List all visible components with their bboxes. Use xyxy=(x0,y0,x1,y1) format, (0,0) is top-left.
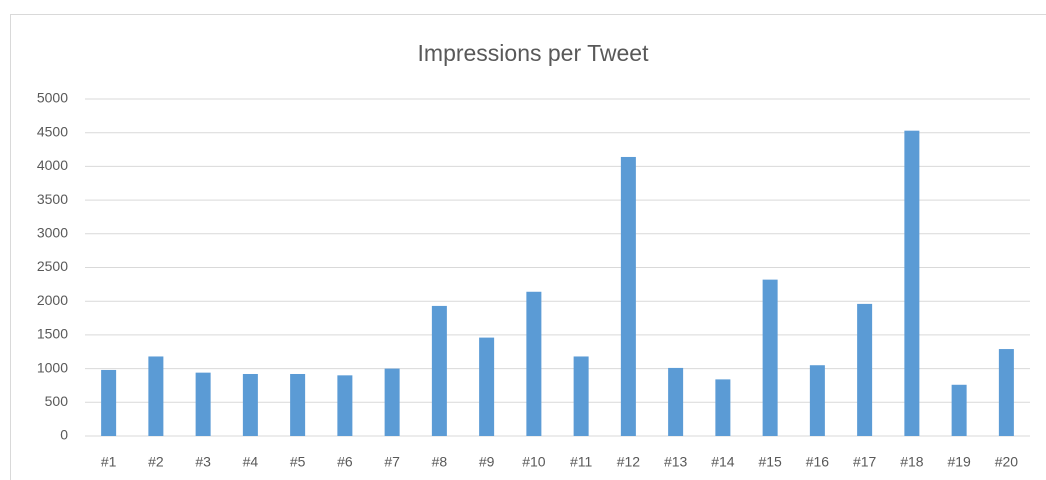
x-tick-label: #1 xyxy=(101,454,117,470)
bar xyxy=(384,368,400,436)
y-tick-label: 1500 xyxy=(37,326,68,342)
y-tick-label: 0 xyxy=(60,427,68,443)
bar xyxy=(101,369,117,436)
bar xyxy=(431,305,447,436)
y-tick-label: 1000 xyxy=(37,359,68,375)
bar xyxy=(242,373,258,436)
bar xyxy=(715,379,731,436)
y-tick-label: 4000 xyxy=(37,157,68,173)
x-tick-label: #5 xyxy=(290,454,306,470)
x-tick-label: #17 xyxy=(853,454,877,470)
bar xyxy=(573,356,589,436)
x-tick-label: #10 xyxy=(522,454,546,470)
x-tick-label: #7 xyxy=(384,454,400,470)
x-tick-label: #20 xyxy=(995,454,1019,470)
bar xyxy=(526,291,542,436)
bar xyxy=(904,130,920,437)
x-tick-label: #19 xyxy=(947,454,971,470)
bar xyxy=(857,303,873,436)
x-tick-label: #9 xyxy=(479,454,495,470)
y-tick-label: 5000 xyxy=(37,90,68,106)
x-tick-label: #4 xyxy=(243,454,259,470)
x-tick-label: #12 xyxy=(617,454,641,470)
bar xyxy=(809,365,825,436)
bar xyxy=(148,356,164,436)
y-tick-label: 500 xyxy=(45,393,69,409)
bar xyxy=(998,349,1014,436)
x-tick-label: #15 xyxy=(758,454,782,470)
x-tick-label: #14 xyxy=(711,454,735,470)
y-tick-label: 3000 xyxy=(37,225,68,241)
bar xyxy=(479,337,495,436)
x-tick-label: #2 xyxy=(148,454,164,470)
bar xyxy=(195,372,211,436)
y-tick-label: 2000 xyxy=(37,292,68,308)
bar xyxy=(668,367,684,436)
bar xyxy=(337,375,353,436)
y-tick-label: 2500 xyxy=(37,258,68,274)
x-tick-label: #8 xyxy=(432,454,448,470)
chart-title: Impressions per Tweet xyxy=(418,40,650,66)
x-tick-label: #16 xyxy=(806,454,830,470)
x-tick-label: #13 xyxy=(664,454,688,470)
x-tick-label: #18 xyxy=(900,454,924,470)
bar xyxy=(951,384,967,436)
x-tick-label: #11 xyxy=(570,454,593,470)
bar xyxy=(762,279,778,436)
y-tick-label: 3500 xyxy=(37,191,68,207)
y-tick-label: 4500 xyxy=(37,123,68,139)
bar xyxy=(290,373,306,436)
bar xyxy=(620,156,636,437)
x-tick-label: #3 xyxy=(195,454,211,470)
x-tick-label: #6 xyxy=(337,454,353,470)
